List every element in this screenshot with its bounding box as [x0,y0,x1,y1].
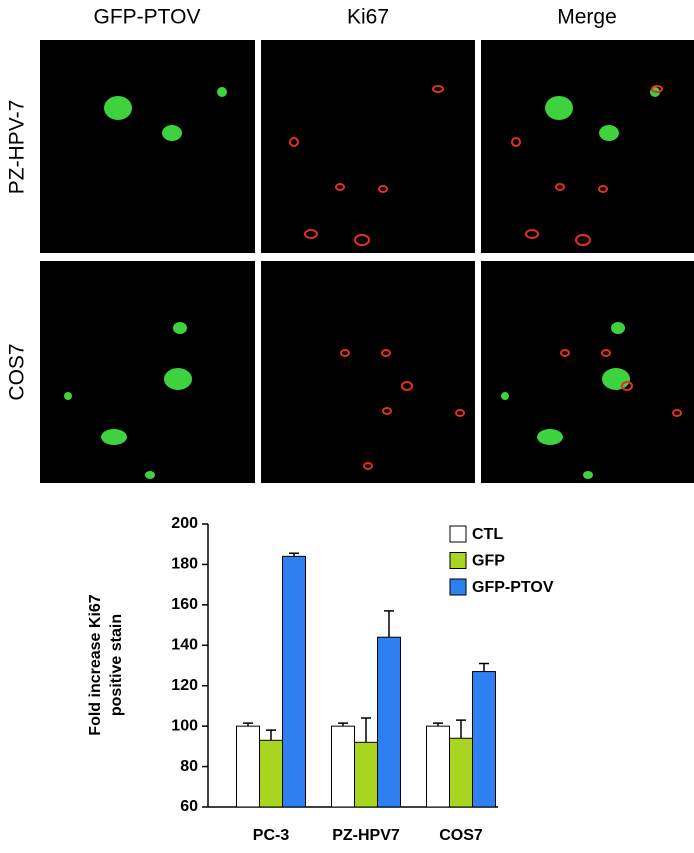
column-label: Ki67 [347,6,389,29]
bar [449,737,473,808]
error-bar [384,610,394,638]
panel [261,40,475,253]
x-tick-label: COS7 [439,827,483,844]
y-axis-label: positive stain [108,614,125,716]
error-bar [456,719,466,739]
panel [481,261,694,483]
bar [282,555,306,808]
panel [40,261,255,483]
red-cells [289,85,682,470]
legend-swatch [449,578,467,596]
micrographs [40,40,694,483]
bar [354,741,378,808]
column-label: Merge [557,6,617,29]
y-tick-label: 60 [180,798,198,815]
row-label: COS7 [6,343,29,400]
error-bar [243,722,253,727]
bar [377,636,401,808]
y-tick-label: 200 [171,515,198,532]
legend-label: GFP-PTOV [472,579,554,596]
panel [40,40,255,253]
y-tick-label: 180 [171,556,198,573]
row-label: PZ-HPV-7 [6,100,29,195]
column-label: GFP-PTOV [94,6,201,29]
y-axis-label: Fold increase Ki67 [87,594,104,735]
panel [261,261,475,483]
legend-label: GFP [472,553,505,570]
y-tick-label: 100 [171,717,198,734]
x-tick-label: PC-3 [253,827,290,844]
y-tick-label: 80 [180,758,198,775]
error-bar [479,662,489,672]
error-bar [289,552,299,557]
bar [236,725,260,808]
error-bar [338,722,348,727]
error-bar [433,722,443,727]
x-tick-label: PZ-HPV7 [332,827,400,844]
error-bar [266,729,276,741]
legend-label: CTL [472,526,503,543]
y-tick-label: 140 [171,637,198,654]
bar [331,725,355,808]
bar [259,739,283,808]
y-tick-label: 160 [171,596,198,613]
error-bar [361,717,371,743]
legend-swatch [449,552,467,569]
y-tick-label: 120 [171,677,198,694]
legend-swatch [449,525,467,543]
bar [472,671,496,808]
panel [481,40,694,253]
bar [426,725,450,808]
